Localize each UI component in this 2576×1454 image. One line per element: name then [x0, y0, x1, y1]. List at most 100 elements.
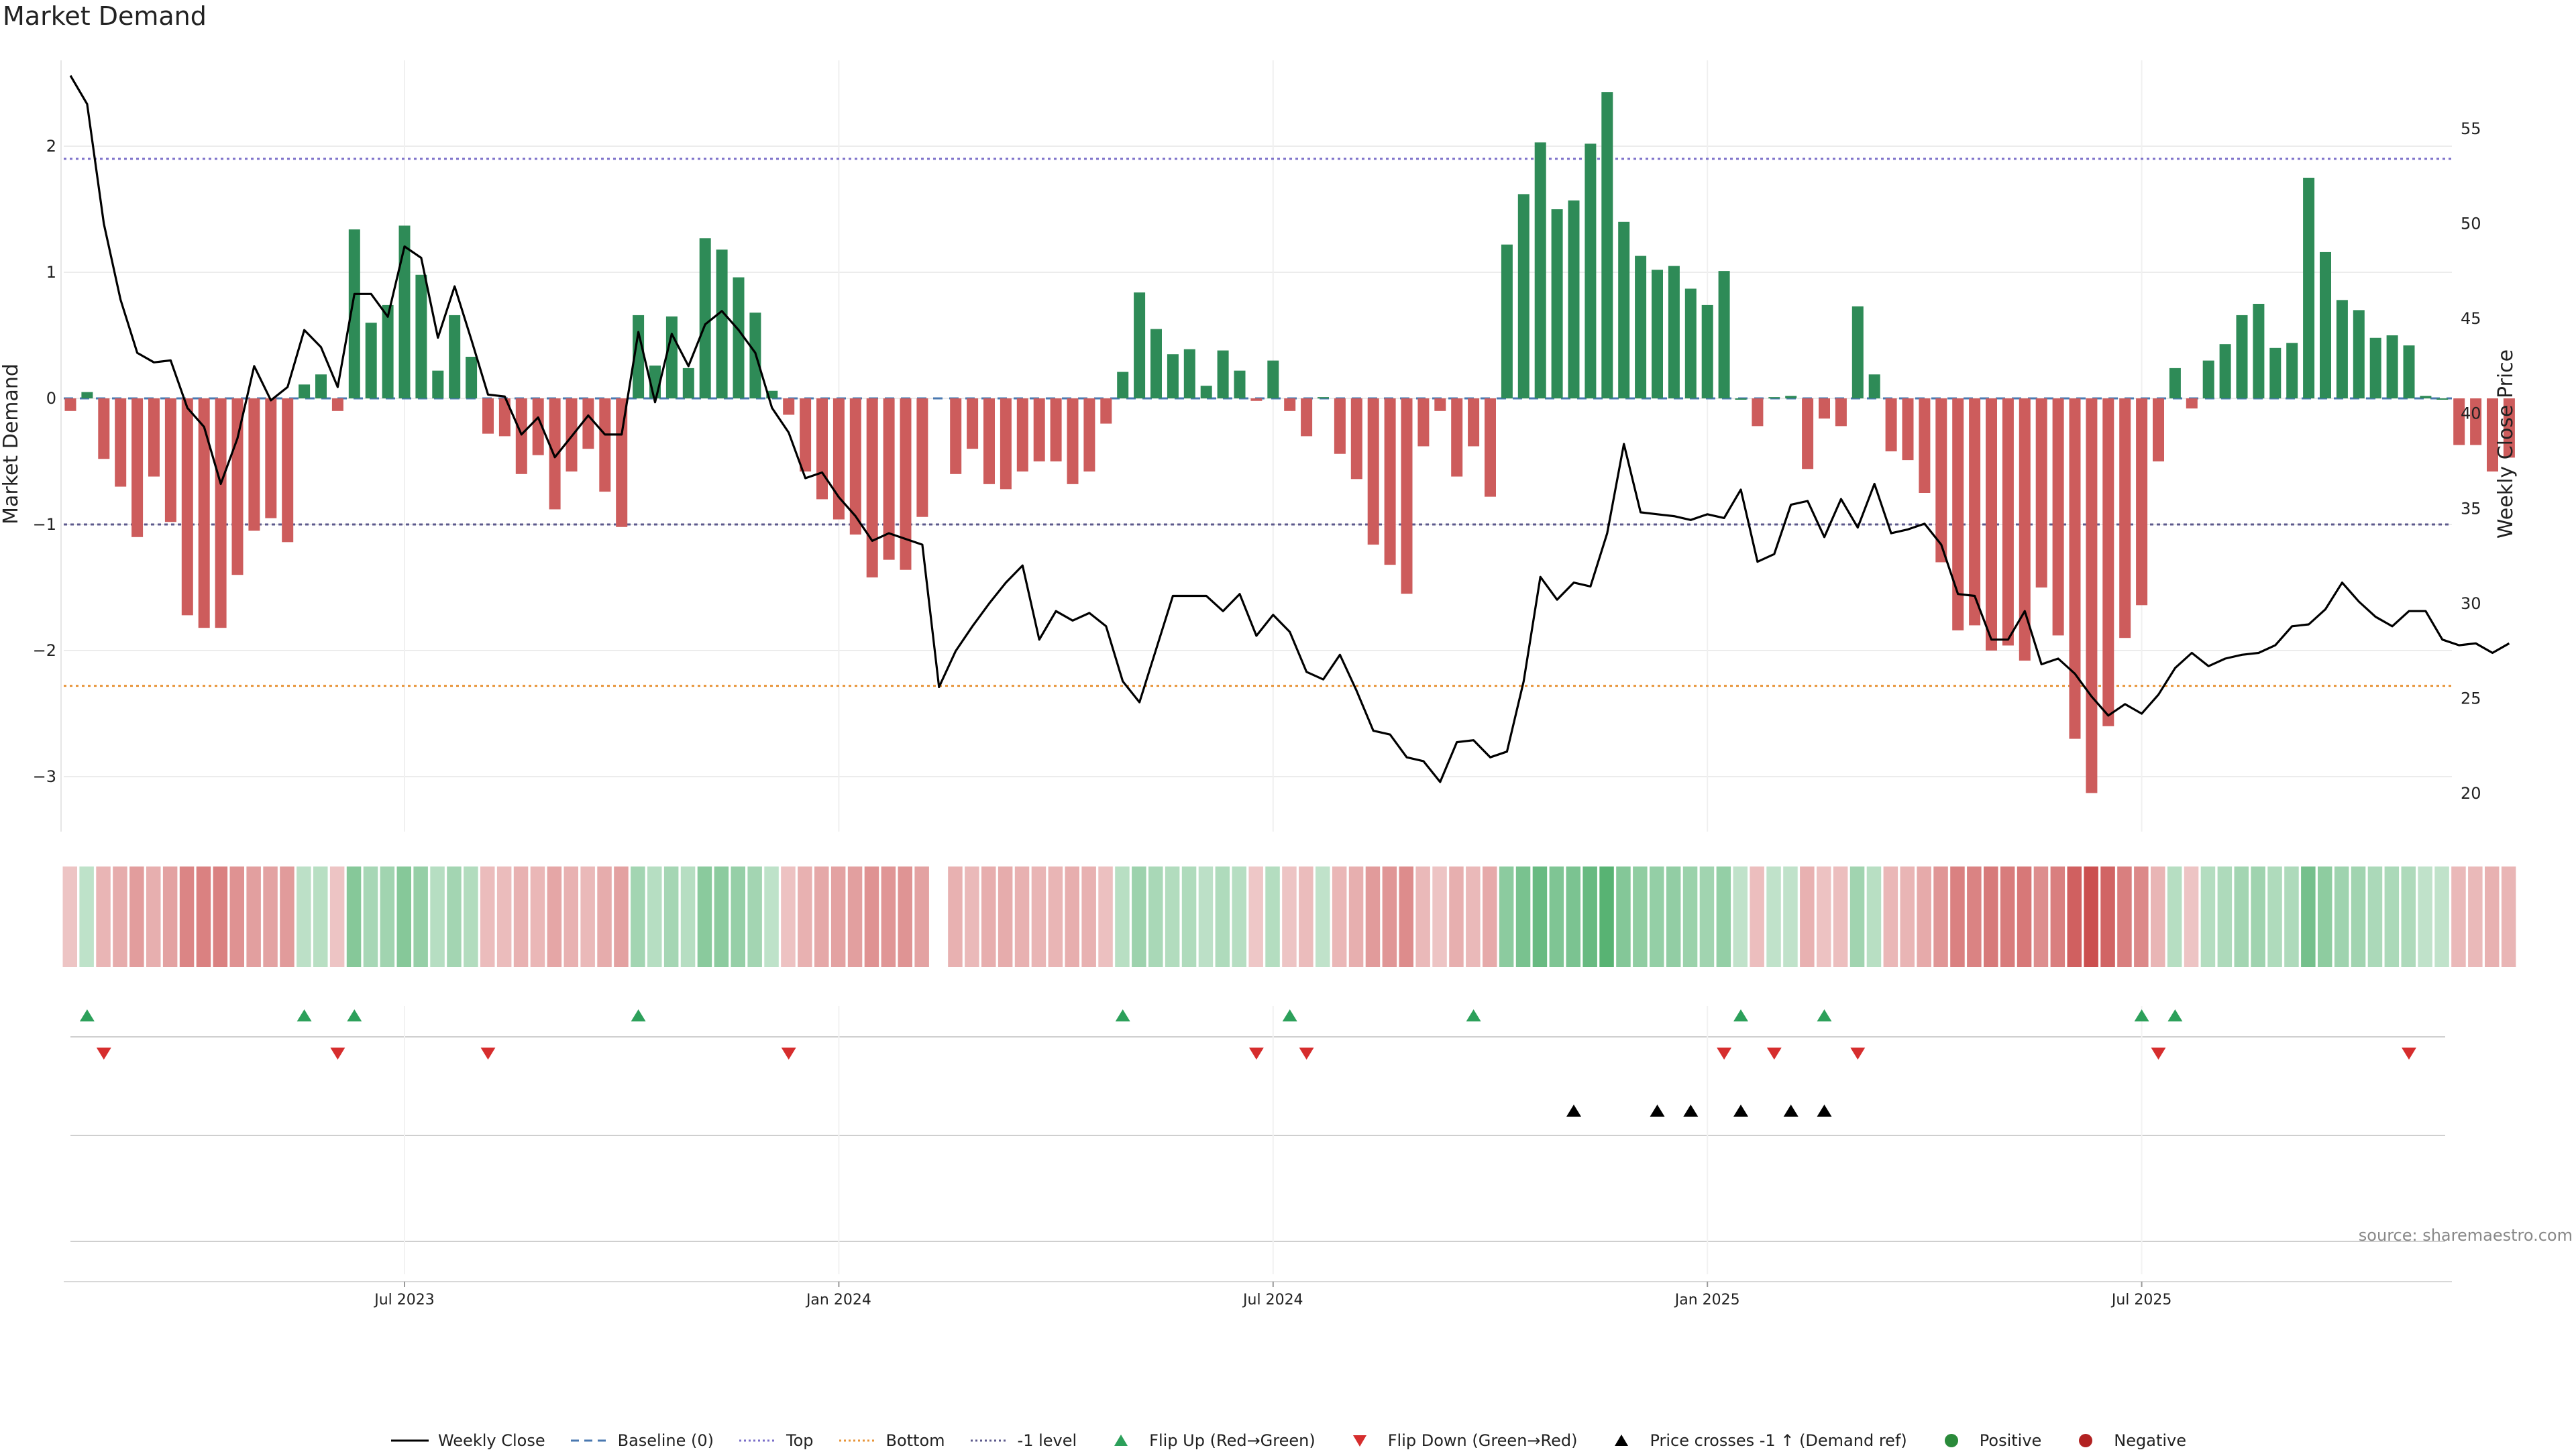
x-tick-label: Jul 2025: [2110, 1292, 2172, 1308]
demand-bar: [1217, 350, 1229, 398]
demand-bar: [1451, 398, 1463, 477]
heat-cell: [1984, 866, 1998, 967]
heat-cell: [1198, 866, 1214, 967]
demand-bar: [131, 398, 144, 537]
demand-bar: [1551, 209, 1563, 398]
demand-bar: [916, 398, 928, 517]
heat-cell: [96, 866, 111, 967]
demand-bar: [231, 398, 244, 575]
heat-cell: [113, 866, 127, 967]
price-cross-marker: [1566, 1105, 1581, 1117]
heat-cell: [2301, 866, 2316, 967]
heat-cell: [2284, 866, 2299, 967]
heat-cell: [731, 866, 745, 967]
heat-cell: [1148, 866, 1163, 967]
demand-bar: [1301, 398, 1313, 437]
legend-item: Flip Up (Red→Green): [1101, 1431, 1316, 1450]
heat-cell: [631, 866, 645, 967]
demand-bar: [682, 368, 694, 398]
right-tick-label: 45: [2461, 309, 2481, 328]
heat-cell: [2401, 866, 2416, 967]
legend-symbol-icon: [839, 1439, 877, 1442]
demand-bar: [2470, 398, 2482, 445]
demand-bar: [733, 277, 745, 398]
demand-bar: [1752, 398, 1764, 427]
demand-bar: [1033, 398, 1045, 461]
demand-bar: [1835, 398, 1847, 427]
legend-label: Flip Up (Red→Green): [1149, 1431, 1316, 1450]
left-tick-label: 1: [46, 263, 56, 282]
demand-bar: [2453, 398, 2465, 445]
heat-cell: [2067, 866, 2082, 967]
heat-cell: [2217, 866, 2233, 967]
demand-bar: [549, 398, 561, 510]
demand-bar: [2219, 344, 2231, 398]
right-tick-label: 25: [2461, 689, 2481, 708]
heat-cell: [2184, 866, 2199, 967]
legend-item: -1 level: [969, 1431, 1077, 1450]
heat-cell: [363, 866, 378, 967]
heat-cell: [948, 866, 963, 967]
heat-cell: [1650, 866, 1664, 967]
demand-bar: [1284, 398, 1296, 411]
demand-bar: [2069, 398, 2081, 739]
heat-cell: [1132, 866, 1146, 967]
legend-item: Price crosses -1 ↑ (Demand ref): [1601, 1431, 1907, 1450]
demand-bar: [983, 398, 995, 484]
heat-cell: [1499, 866, 1514, 967]
heat-cell: [1449, 866, 1464, 967]
heat-cell: [547, 866, 562, 967]
demand-heat-strip: [62, 866, 2516, 967]
heat-cell: [129, 866, 144, 967]
heat-cell: [914, 866, 929, 967]
demand-bar: [331, 398, 343, 411]
legend-symbol-icon: [1352, 1435, 1366, 1447]
demand-bar: [1067, 398, 1079, 484]
demand-bar: [1585, 144, 1597, 399]
demand-bar: [1851, 306, 1864, 398]
demand-bar: [2269, 347, 2282, 398]
demand-bar: [1167, 354, 1179, 398]
legend-label: -1 level: [1017, 1431, 1077, 1450]
demand-bar: [665, 316, 678, 398]
heat-cell: [464, 866, 478, 967]
heat-cell: [1348, 866, 1364, 967]
heat-cell: [2451, 866, 2466, 967]
demand-bar: [1969, 398, 1981, 626]
heat-cell: [1532, 866, 1548, 967]
demand-bar: [1117, 372, 1129, 398]
legend-label: Price crosses -1 ↑ (Demand ref): [1650, 1431, 1907, 1450]
heat-cell: [162, 866, 178, 967]
demand-bar: [1334, 398, 1346, 454]
flip-down-marker: [1248, 1048, 1264, 1060]
legend-item: Baseline (0): [570, 1431, 714, 1450]
demand-bar: [1952, 398, 1964, 630]
heat-cell: [1399, 866, 1413, 967]
heat-cell: [229, 866, 244, 967]
left-tick-label: −1: [33, 515, 56, 534]
demand-bar: [1100, 398, 1112, 424]
heat-cell: [1165, 866, 1180, 967]
flip-up-marker: [297, 1009, 312, 1021]
demand-bar: [1267, 360, 1279, 398]
heat-cell: [1766, 866, 1781, 967]
heat-cell: [1282, 866, 1297, 967]
axes: −3 −2 −1 0 1 2 Market Demand 20 25 30 35 40 45 50 55 We…: [0, 60, 2518, 832]
heat-cell: [1549, 866, 1564, 967]
legend-symbol-icon: [970, 1439, 1008, 1442]
heat-cell: [1699, 866, 1715, 967]
demand-bar: [800, 398, 812, 472]
heat-cell: [62, 866, 77, 967]
heat-cell: [1967, 866, 1982, 967]
heat-cell: [1483, 866, 1497, 967]
flip-down-marker: [1850, 1048, 1866, 1060]
demand-bar: [348, 229, 360, 398]
price-cross-marker: [1683, 1105, 1699, 1117]
demand-bar: [1417, 398, 1430, 447]
heat-cell: [1900, 866, 1915, 967]
demand-bar: [1919, 398, 1931, 493]
demand-bar: [1183, 349, 1195, 398]
legend-label: Weekly Close: [437, 1431, 545, 1450]
heat-cell: [1031, 866, 1046, 967]
legend-item: Flip Down (Green→Red): [1340, 1431, 1577, 1450]
